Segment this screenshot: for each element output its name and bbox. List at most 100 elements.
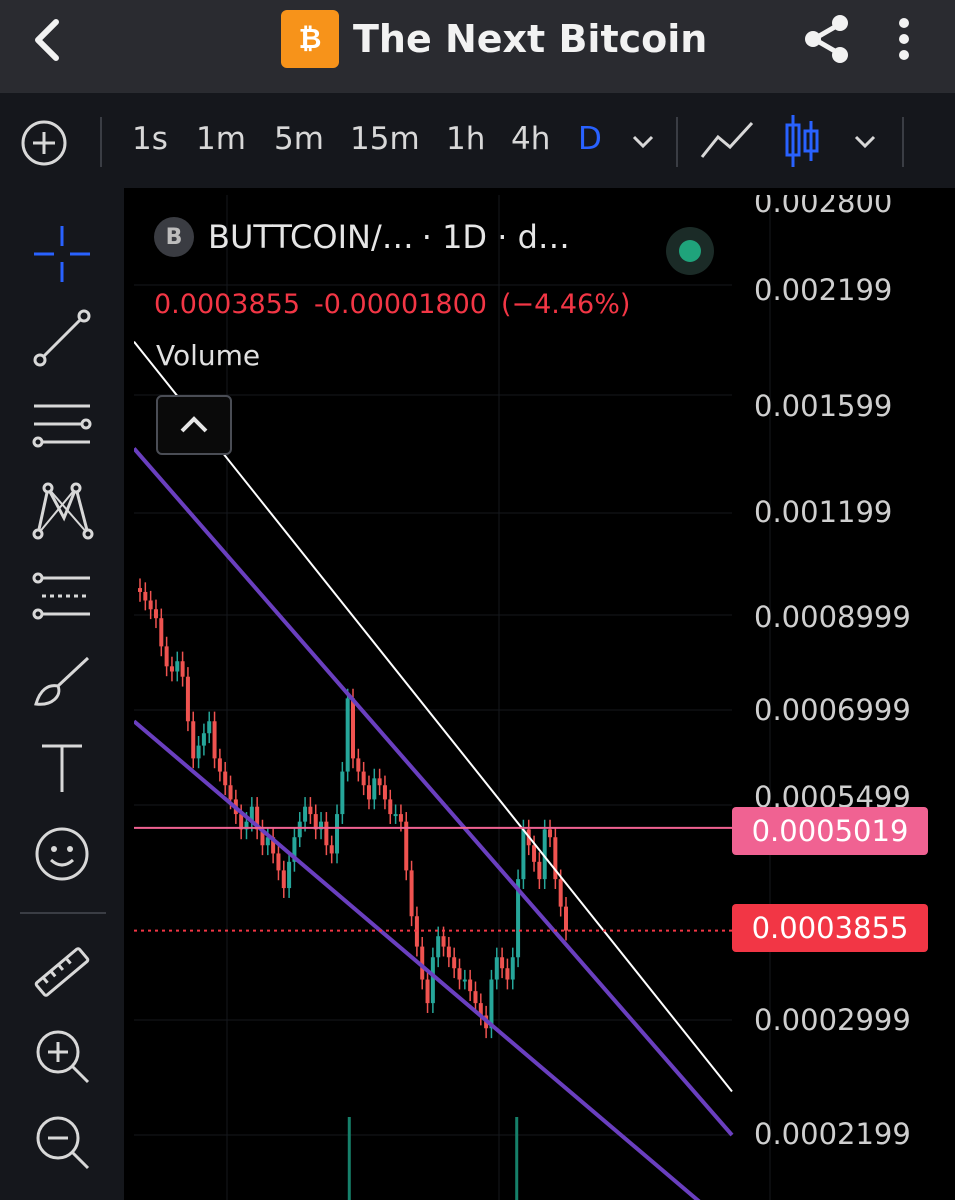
price-axis-label: 0.0002199 [754, 1117, 911, 1151]
candle-body [388, 799, 393, 815]
candle-body [558, 879, 563, 907]
ruler-icon[interactable] [30, 940, 94, 1004]
candle-body [159, 618, 164, 647]
market-status-indicator[interactable] [666, 227, 714, 275]
candle-body [510, 957, 515, 980]
chevron-up-icon [180, 416, 208, 433]
timeframe-1m[interactable]: 1m [196, 121, 246, 157]
timeframe-1h[interactable]: 1h [446, 121, 486, 157]
candle-body [377, 778, 382, 786]
candle-body [153, 609, 158, 619]
candle-body [548, 829, 553, 838]
symbol-badge: B [154, 217, 194, 257]
candle-body [452, 957, 457, 969]
candle-body [329, 845, 334, 854]
bitcoin-logo-icon: ₿ [281, 10, 339, 68]
candle-body [532, 845, 537, 862]
candle-body [500, 957, 505, 969]
candle-body [340, 771, 345, 815]
candle-body [265, 837, 270, 846]
candle-body [393, 814, 398, 817]
chevron-down-icon[interactable] [850, 127, 880, 157]
crosshair-icon[interactable] [30, 222, 94, 286]
candle-body [303, 806, 308, 822]
text-icon[interactable] [30, 736, 94, 800]
chevron-left-icon[interactable] [22, 14, 74, 66]
fib-icon[interactable] [30, 564, 94, 628]
price-change: -0.00001800 [314, 289, 487, 320]
timeframe-d[interactable]: D [578, 121, 602, 157]
symbol-interval: · 1D · d… [421, 218, 570, 256]
line-chart-icon[interactable] [698, 117, 756, 165]
candle-body [271, 837, 276, 854]
tools-divider [20, 912, 106, 914]
candle-body [494, 957, 499, 980]
chart-plot-area[interactable] [134, 195, 955, 1200]
chevron-down-icon[interactable] [628, 127, 658, 157]
candle-body [201, 733, 206, 746]
timeframe-1s[interactable]: 1s [132, 121, 168, 157]
candle-body [468, 979, 473, 992]
candle-body [516, 879, 521, 958]
candle-body [446, 946, 451, 958]
candle-body [473, 991, 478, 1004]
price-change-pct: (−4.46%) [500, 289, 631, 320]
last-price-tag[interactable]: 0.0003855 [732, 904, 928, 952]
symbol-name: BUTTCOIN/… [208, 218, 414, 256]
price-axis-label: 0.001199 [754, 495, 893, 529]
price-change-row: 0.0003855 -0.00001800 (−4.46%) [154, 289, 644, 320]
timeframe-5m[interactable]: 5m [274, 121, 324, 157]
candle-body [175, 661, 180, 672]
candle-body [281, 870, 286, 889]
price-axis-label: 0.0006999 [754, 693, 911, 727]
candle-body [361, 771, 366, 786]
candle-body [425, 979, 430, 1004]
price-axis-label: 0.0008999 [754, 600, 911, 634]
last-price: 0.0003855 [154, 289, 301, 320]
candle-body [223, 771, 228, 786]
timeframe-4h[interactable]: 4h [511, 121, 551, 157]
timeframe-15m[interactable]: 15m [350, 121, 420, 157]
volume-indicator-label[interactable]: Volume [156, 339, 261, 372]
candle-body [249, 806, 254, 822]
candlestick-icon[interactable] [782, 111, 822, 171]
brush-icon[interactable] [30, 650, 94, 714]
price-axis-label: 0.0002999 [754, 1003, 911, 1037]
candle-body [478, 1003, 483, 1016]
resistance-price-tag[interactable]: 0.0005019 [732, 807, 928, 855]
share-icon[interactable] [800, 12, 854, 66]
trend-line-icon[interactable] [30, 306, 94, 370]
candle-body [196, 745, 201, 759]
candle-body [260, 829, 265, 846]
candle-body [420, 946, 425, 980]
candle-body [297, 821, 302, 838]
toolbar-divider [676, 117, 678, 167]
candle-body [324, 821, 329, 846]
symbol-row[interactable]: B BUTTCOIN/… · 1D · d… [154, 213, 570, 261]
candle-body [372, 778, 377, 800]
candle-body [489, 979, 494, 1029]
candle-body [180, 661, 185, 677]
drawing-tools-panel [0, 188, 124, 1200]
candle-body [345, 698, 350, 772]
more-vertical-icon[interactable] [884, 14, 924, 64]
app-title: The Next Bitcoin [353, 17, 708, 61]
candle-body [217, 758, 222, 772]
candle-body [436, 936, 441, 958]
candle-body [207, 721, 212, 734]
candle-body [169, 666, 174, 672]
candle-body [351, 698, 355, 759]
candle-body [537, 861, 542, 880]
volume-bar [515, 1117, 519, 1200]
candle-body [239, 814, 244, 830]
candle-body [287, 861, 292, 889]
collapse-legend-button[interactable] [156, 395, 232, 455]
pattern-icon[interactable] [30, 478, 94, 542]
status-dot-icon [679, 240, 701, 262]
price-chart[interactable]: B BUTTCOIN/… · 1D · d… 0.0003855 -0.00001… [134, 195, 955, 1200]
emoji-icon[interactable] [30, 822, 94, 886]
plus-circle-icon[interactable] [20, 119, 68, 167]
zoom-in-icon[interactable] [30, 1024, 94, 1088]
zoom-out-icon[interactable] [30, 1110, 94, 1174]
horizontal-lines-icon[interactable] [30, 392, 94, 456]
